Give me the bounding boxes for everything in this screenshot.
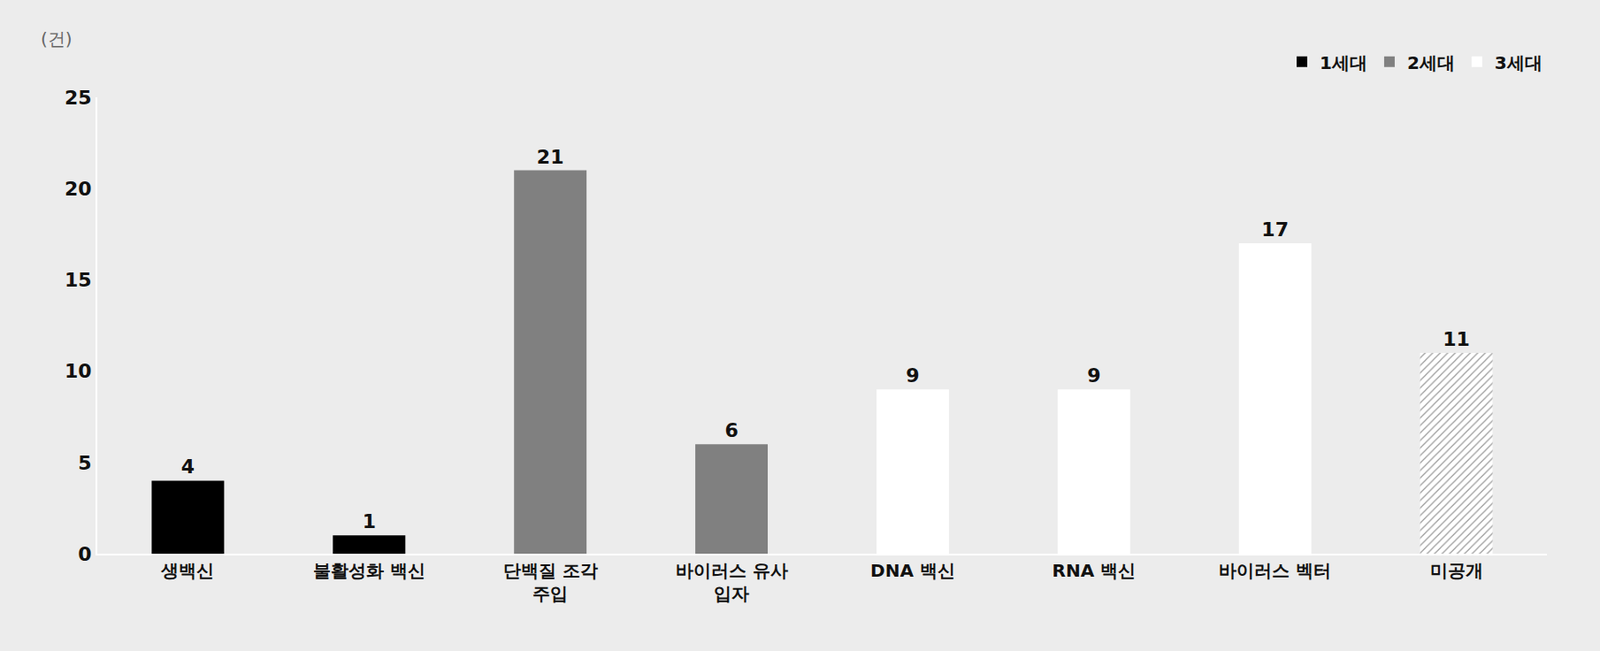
svg-text:9: 9 (1087, 364, 1101, 387)
svg-text:1세대: 1세대 (1319, 52, 1368, 74)
svg-text:21: 21 (536, 145, 565, 169)
svg-text:1: 1 (362, 510, 376, 533)
svg-text:2세대: 2세대 (1407, 52, 1455, 74)
svg-text:RNA 백신: RNA 백신 (1052, 559, 1137, 582)
svg-text:9: 9 (905, 364, 919, 387)
svg-text:불활성화 백신: 불활성화 백신 (313, 559, 426, 582)
svg-text:미공개: 미공개 (1430, 559, 1484, 582)
svg-text:단백질 조각주입: 단백질 조각주입 (503, 559, 598, 605)
svg-text:3세대: 3세대 (1494, 52, 1543, 74)
svg-text:DNA 백신: DNA 백신 (870, 559, 956, 582)
svg-text:15: 15 (64, 268, 92, 291)
svg-text:4: 4 (181, 455, 195, 478)
svg-text:25: 25 (64, 86, 92, 109)
svg-text:10: 10 (64, 359, 92, 383)
svg-text:20: 20 (64, 177, 92, 200)
svg-text:5: 5 (77, 451, 92, 475)
svg-text:11: 11 (1442, 328, 1470, 351)
svg-text:6: 6 (724, 419, 738, 442)
svg-text:17: 17 (1261, 218, 1289, 241)
svg-text:(건): (건) (40, 28, 73, 50)
svg-text:0: 0 (77, 543, 92, 566)
svg-text:생백신: 생백신 (160, 559, 215, 582)
svg-text:바이러스 유사입자: 바이러스 유사입자 (675, 559, 789, 605)
svg-text:바이러스 벡터: 바이러스 벡터 (1218, 559, 1332, 582)
